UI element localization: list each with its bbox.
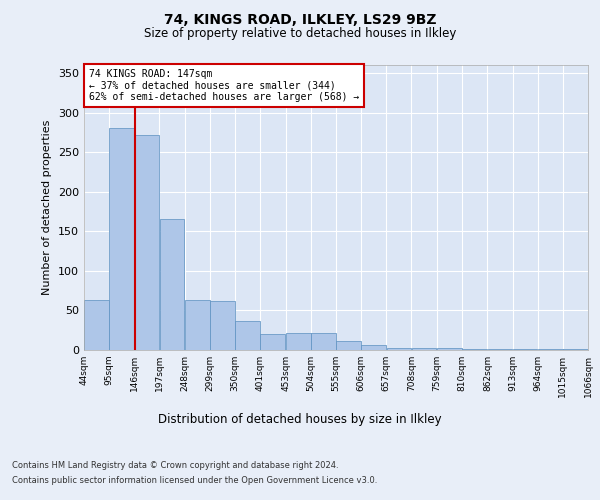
Text: Distribution of detached houses by size in Ilkley: Distribution of detached houses by size … xyxy=(158,412,442,426)
Bar xyxy=(361,345,386,350)
Bar xyxy=(185,300,209,350)
Bar xyxy=(286,334,311,350)
Text: 74 KINGS ROAD: 147sqm
← 37% of detached houses are smaller (344)
62% of semi-det: 74 KINGS ROAD: 147sqm ← 37% of detached … xyxy=(89,70,359,102)
Text: 74, KINGS ROAD, ILKLEY, LS29 9BZ: 74, KINGS ROAD, ILKLEY, LS29 9BZ xyxy=(164,12,436,26)
Bar xyxy=(84,300,109,350)
Bar xyxy=(513,349,538,350)
Bar xyxy=(311,334,336,350)
Bar xyxy=(538,349,563,350)
Bar xyxy=(563,349,588,350)
Bar xyxy=(160,220,184,350)
Text: Size of property relative to detached houses in Ilkley: Size of property relative to detached ho… xyxy=(144,28,456,40)
Bar xyxy=(462,349,487,350)
Bar xyxy=(260,334,285,350)
Bar xyxy=(134,136,159,350)
Bar xyxy=(210,301,235,350)
Bar xyxy=(235,320,260,350)
Bar xyxy=(336,342,361,350)
Bar xyxy=(412,348,436,350)
Text: Contains public sector information licensed under the Open Government Licence v3: Contains public sector information licen… xyxy=(12,476,377,485)
Y-axis label: Number of detached properties: Number of detached properties xyxy=(43,120,52,295)
Bar xyxy=(109,128,134,350)
Bar xyxy=(437,348,461,350)
Text: Contains HM Land Registry data © Crown copyright and database right 2024.: Contains HM Land Registry data © Crown c… xyxy=(12,461,338,470)
Bar xyxy=(488,349,512,350)
Bar xyxy=(386,348,411,350)
